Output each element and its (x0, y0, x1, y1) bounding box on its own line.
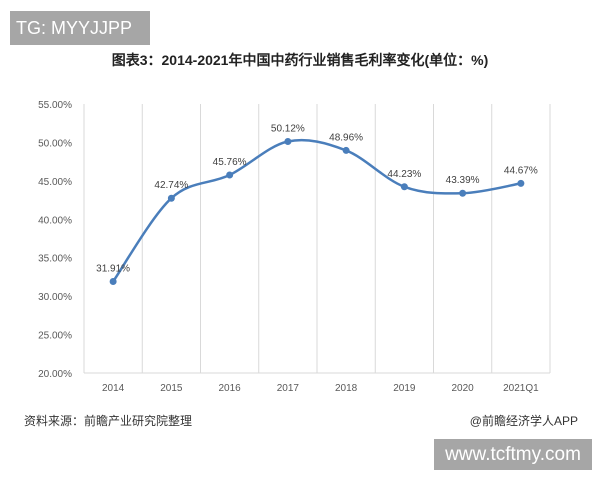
y-tick-label: 45.00% (38, 177, 72, 188)
data-label: 44.67% (504, 165, 538, 176)
y-tick-label: 20.00% (38, 369, 72, 380)
x-tick-label: 2021Q1 (503, 383, 539, 394)
data-point (167, 194, 175, 202)
y-tick-label: 40.00% (38, 215, 72, 226)
x-tick-label: 2018 (335, 383, 358, 394)
y-tick-label: 50.00% (38, 138, 72, 149)
x-tick-label: 2016 (219, 383, 242, 394)
y-tick-label: 35.00% (38, 254, 72, 265)
data-label: 45.76% (213, 157, 247, 168)
watermark-bottom: www.tcftmy.com (434, 439, 592, 470)
y-tick-label: 30.00% (38, 292, 72, 303)
y-tick-label: 25.00% (38, 331, 72, 342)
data-label: 43.39% (446, 175, 480, 186)
data-point (226, 171, 234, 179)
data-point (459, 189, 467, 197)
data-label: 50.12% (271, 124, 305, 135)
data-label: 44.23% (387, 169, 421, 180)
x-tick-label: 2014 (102, 383, 125, 394)
data-point (284, 138, 292, 146)
data-label: 48.96% (329, 132, 363, 143)
data-label: 42.74% (154, 180, 188, 191)
x-tick-label: 2020 (452, 383, 475, 394)
credit-note: @前瞻经济学人APP (469, 414, 578, 428)
chart-title: 图表3：2014-2021年中国中药行业销售毛利率变化(单位：%) (111, 52, 489, 68)
x-tick-label: 2017 (277, 383, 300, 394)
data-point (109, 277, 117, 285)
data-label: 31.91% (96, 263, 130, 274)
x-tick-label: 2019 (393, 383, 416, 394)
x-tick-label: 2015 (160, 383, 183, 394)
data-point (517, 179, 525, 187)
watermark-top: TG: MYYJJPP (10, 11, 150, 45)
data-point (400, 183, 408, 191)
source-note: 资料来源：前瞻产业研究院整理 (24, 414, 193, 428)
y-tick-label: 55.00% (38, 100, 72, 111)
data-point (342, 146, 350, 154)
